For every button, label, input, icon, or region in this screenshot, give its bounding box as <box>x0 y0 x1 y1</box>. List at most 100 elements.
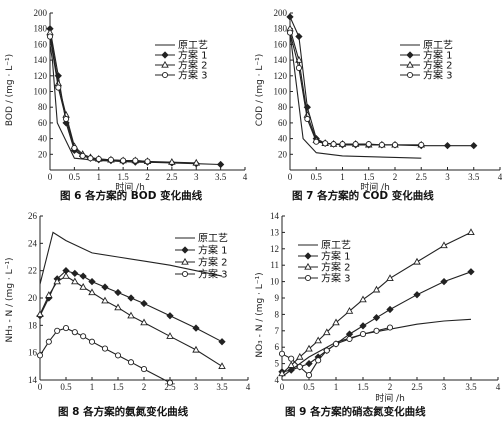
fig7-legend-label-3: 方案 3 <box>423 69 453 82</box>
fig8-y-tick-label: 16 <box>28 348 38 358</box>
fig6-y-tick-label: 40 <box>38 134 48 144</box>
fig7-y-tick-label: 60 <box>278 118 288 128</box>
fig7-series-3-point <box>352 141 359 148</box>
fig8-y-tick-label: 20 <box>28 293 38 303</box>
fig7-series-line-0 <box>289 32 422 159</box>
fig7-x-tick-label: 2 <box>393 172 398 182</box>
fig8-series-line-0 <box>39 231 223 285</box>
fig9-series-3-point <box>296 363 303 370</box>
fig9-series-3-point <box>305 372 313 379</box>
fig6-y-tick-label: 60 <box>38 118 48 128</box>
fig8-series-1-point <box>127 294 135 302</box>
fig9-series-2-point <box>305 344 313 352</box>
fig8-y-tick-label: 24 <box>28 238 38 248</box>
fig6-axes: 0 0.5 1 1.5 2 2.5 3 3.5 4 20 40 60 80 100 120 140 160 180… <box>34 8 248 182</box>
fig8-series-2-point <box>140 318 148 326</box>
fig9-legend-marker-1 <box>304 252 312 260</box>
fig8-axes: 0 0.5 1 1.5 2 2.5 3 3.5 4 14 16 18 20 22 24 26 <box>28 211 251 392</box>
fig9-y-tick-label: 7 <box>275 326 280 336</box>
fig7-series-line-2 <box>289 28 422 146</box>
fig6-x-tick-label: 2.5 <box>166 172 178 182</box>
fig9-series-2-point <box>314 336 322 344</box>
fig8-series-1-point <box>101 283 109 291</box>
fig7-y-tick-label: 80 <box>278 102 288 112</box>
fig8-caption: 图 8 各方案的氨氮变化曲线 <box>58 405 189 418</box>
fig6-legend-marker-2 <box>161 60 169 68</box>
fig7-series-1-point <box>470 142 478 150</box>
fig8-series-2-point <box>192 345 200 353</box>
fig9-y-tick-label: 13 <box>270 227 280 237</box>
fig7-x-tick-label: 2.5 <box>416 172 428 182</box>
fig8-legend-label-2: 方案 2 <box>198 256 228 269</box>
fig6-series-1-point <box>216 160 225 169</box>
fig7-series-3-point <box>322 140 329 147</box>
fig8-series-1-point <box>140 299 148 308</box>
fig7-series-3-point <box>378 141 385 148</box>
fig8-series-2-point <box>79 282 87 290</box>
fig9-x-tick-label: 1.5 <box>357 382 369 392</box>
fig7-x-tick-label: 1 <box>340 172 345 182</box>
fig9-series-3-point <box>278 350 286 357</box>
fig9-series-3-point <box>346 335 353 343</box>
fig9-x-tick-label: 2 <box>388 382 393 392</box>
fig7-x-tick-label: 0.5 <box>311 172 323 182</box>
panel-fig9: 0 0.5 1 1.5 2 2.5 3 3.5 4 4 5 6 7 8 9 10 11 12 13 14 原工艺方案 … <box>255 211 501 418</box>
fig8-x-tick-label: 2 <box>142 382 147 392</box>
fig8-x-tick-label: 3 <box>194 382 199 392</box>
fig7-legend-marker-3 <box>406 71 414 79</box>
fig6-x-tick-label: 1.5 <box>118 172 130 182</box>
fig8-series-3-point <box>36 352 44 359</box>
fig8-legend-marker-3 <box>181 270 189 278</box>
fig7-series-line-1 <box>289 16 474 147</box>
fig9-series-2-point <box>345 306 354 314</box>
fig6-y-tick-label: 80 <box>38 102 48 112</box>
fig8-series-3-point <box>80 333 87 340</box>
fig7-caption: 图 7 各方案的 COD 变化曲线 <box>292 189 434 202</box>
fig6-series-3-point <box>46 33 54 40</box>
fig9-x-tick-label: 1 <box>334 382 339 392</box>
fig9-y-tick-label: 11 <box>270 260 279 270</box>
fig9-y-tick-label: 10 <box>270 277 280 287</box>
fig9-series-1-point <box>305 359 313 368</box>
fig9-y-tick-label: 8 <box>275 309 280 319</box>
fig8-legend-marker-2 <box>181 257 189 265</box>
fig9-series-3-point <box>386 324 394 331</box>
fig6-x-tick-label: 0.5 <box>69 172 81 182</box>
fig9-x-tick-label: 0 <box>280 382 285 392</box>
fig9-legend-label-0: 原工艺 <box>321 240 351 252</box>
fig6-x-tick-label: 0 <box>48 172 53 182</box>
fig8-series-2-point <box>36 310 44 318</box>
fig7-series-3-point <box>295 64 302 71</box>
fig7-y-tick-label: 120 <box>274 71 288 81</box>
fig7-series <box>286 13 478 159</box>
fig6-y-tick-label: 200 <box>34 8 48 18</box>
fig6-series-3-point <box>107 156 114 163</box>
fig8-x-tick-label: 1.5 <box>112 382 124 392</box>
fig6-y-tick-label: 120 <box>34 71 48 81</box>
fig9-y-tick-label: 6 <box>275 342 280 352</box>
fig6-x-tick-label: 1 <box>97 172 102 182</box>
fig7-legend-label-0: 原工艺 <box>423 40 453 52</box>
fig8-series-line-3 <box>39 327 171 384</box>
fig8-series-2-point <box>114 303 122 311</box>
fig9-series-2-point <box>332 318 340 326</box>
fig8-x-tick-label: 4 <box>246 382 251 392</box>
fig8-series-1-point <box>192 324 200 332</box>
fig8-series-1-point <box>71 269 79 278</box>
fig6-series-2-point <box>168 158 176 165</box>
fig7-series-1-point <box>286 13 294 21</box>
fig9-y-tick-label: 4 <box>275 375 280 385</box>
fig9-legend-label-3: 方案 3 <box>321 272 351 285</box>
fig6-series-3-point <box>95 155 102 163</box>
fig7-y-tick-label: 100 <box>274 87 288 97</box>
fig6-caption: 图 6 各方案的 BOD 变化曲线 <box>60 189 203 202</box>
fig8-series-1-point <box>218 338 226 346</box>
fig8-series-line-1 <box>39 270 223 343</box>
fig9-series-1-point <box>372 314 381 322</box>
fig8-series-2-point <box>218 362 226 369</box>
fig7-legend-marker-1 <box>406 51 414 59</box>
